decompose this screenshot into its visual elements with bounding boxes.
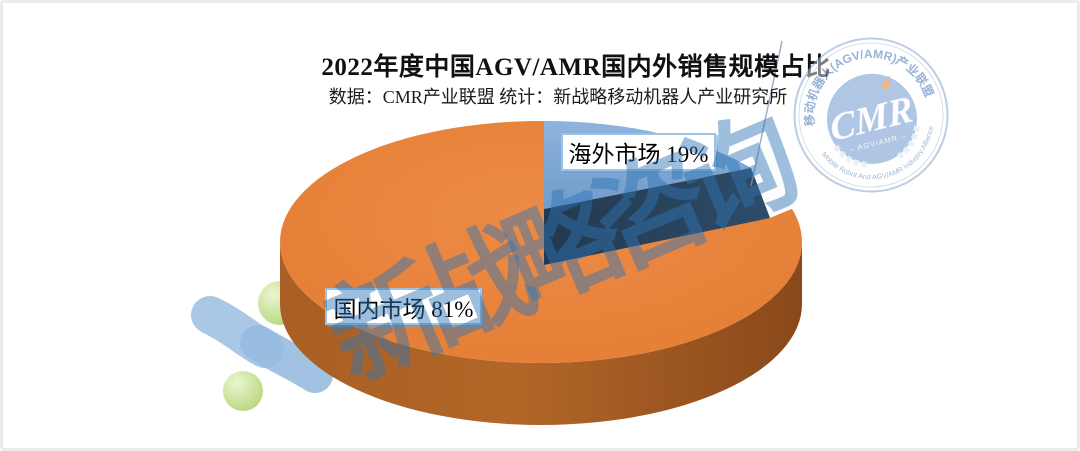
pie-side-face [280,242,802,425]
molecule-decoration [191,281,333,411]
laurel-left-icon [833,144,870,168]
chart-title: 2022年度中国AGV/AMR国内外销售规模占比 [321,54,831,81]
label-domestic: 国内市场 81% [325,288,482,325]
logo-disc [826,73,917,164]
slice-gap [751,143,794,218]
laurel-right-icon [894,125,921,161]
logo-inner-ring [798,42,944,188]
chart-source-note: 数据：CMR产业联盟 统计：新战略移动机器人产业研究所 [328,87,788,107]
logo-orange-accent [880,75,890,91]
label-overseas: 海外市场 19% [561,133,716,171]
cmr-logo: 移动机器人(AGV/AMR)产业联盟 Mobile Robot And AGV/… [787,32,950,194]
leader-line [750,40,783,187]
blue-blob-2 [240,325,333,393]
overseas-slice-wall [544,168,770,265]
green-sphere-2 [223,371,263,411]
